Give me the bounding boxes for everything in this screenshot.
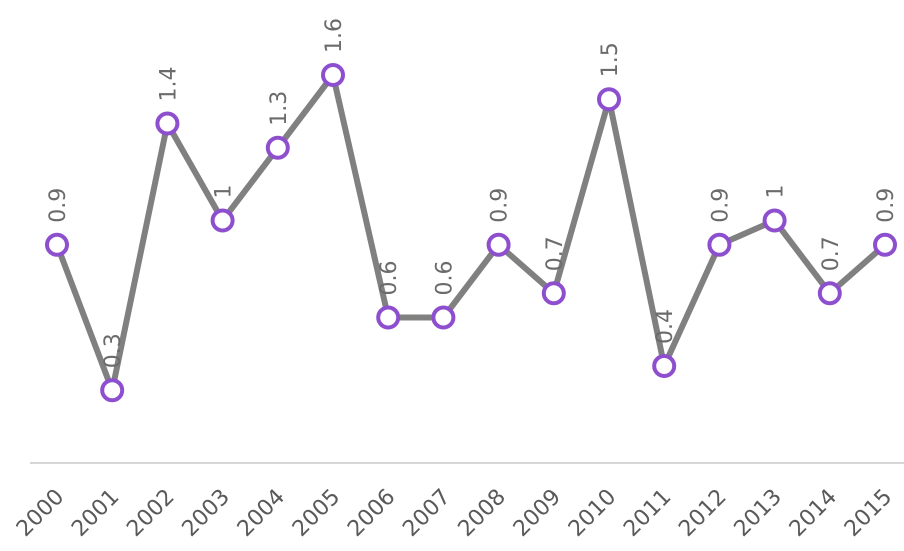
data-point-2006 bbox=[376, 305, 401, 330]
data-point-2003 bbox=[210, 208, 235, 233]
data-label-2000: 0.9 bbox=[46, 188, 71, 223]
x-tick-label-2006: 2006 bbox=[343, 485, 400, 542]
data-point-2001 bbox=[100, 378, 125, 403]
x-tick-label-2014: 2014 bbox=[785, 485, 842, 542]
data-point-2011 bbox=[652, 354, 677, 378]
x-tick-label-2000: 2000 bbox=[12, 485, 69, 542]
x-tick-label-2012: 2012 bbox=[674, 485, 731, 542]
x-tick-label-2004: 2004 bbox=[233, 485, 290, 542]
data-point-2015 bbox=[873, 232, 897, 257]
x-tick-label-2008: 2008 bbox=[454, 485, 511, 542]
data-label-2015: 0.9 bbox=[874, 188, 899, 223]
x-tick-label-2011: 2011 bbox=[619, 485, 676, 542]
series-lines bbox=[54, 72, 888, 394]
data-point-2013 bbox=[762, 208, 787, 233]
data-label-2008: 0.9 bbox=[488, 188, 513, 223]
data-point-2004 bbox=[265, 135, 290, 160]
data-label-2012: 0.9 bbox=[708, 188, 733, 223]
series-line bbox=[54, 72, 888, 394]
data-label-2013: 1 bbox=[764, 185, 789, 199]
data-point-2000 bbox=[45, 232, 69, 257]
data-label-2004: 1.3 bbox=[267, 91, 292, 126]
data-point-2007 bbox=[431, 305, 456, 330]
data-label-2003: 1 bbox=[212, 185, 237, 199]
data-point-2014 bbox=[817, 281, 842, 306]
series-markers bbox=[45, 63, 897, 403]
data-label-2006: 0.6 bbox=[377, 261, 402, 296]
x-tick-label-2010: 2010 bbox=[564, 485, 621, 542]
x-tick-label-2013: 2013 bbox=[730, 485, 787, 542]
data-point-2010 bbox=[597, 87, 621, 112]
data-point-2012 bbox=[707, 232, 732, 257]
x-tick-label-2002: 2002 bbox=[122, 485, 179, 542]
data-label-2002: 1.4 bbox=[156, 67, 181, 102]
data-point-2008 bbox=[486, 232, 511, 257]
x-tick-label-2001: 2001 bbox=[67, 485, 124, 542]
x-tick-label-2003: 2003 bbox=[178, 485, 235, 542]
data-point-2009 bbox=[541, 281, 566, 306]
data-label-2011: 0.4 bbox=[653, 309, 678, 344]
data-point-2005 bbox=[321, 63, 345, 87]
x-tick-label-2009: 2009 bbox=[509, 485, 566, 542]
data-label-2005: 1.6 bbox=[322, 18, 347, 53]
data-label-2007: 0.6 bbox=[432, 261, 457, 296]
x-tick-labels: 2000200120022003200420052006200720082009… bbox=[12, 485, 897, 542]
x-tick-label-2007: 2007 bbox=[398, 485, 455, 542]
data-label-2010: 1.5 bbox=[598, 42, 623, 77]
x-tick-label-2015: 2015 bbox=[840, 485, 897, 542]
data-label-2014: 0.7 bbox=[819, 236, 844, 271]
data-label-2001: 0.3 bbox=[101, 333, 126, 368]
data-label-2009: 0.7 bbox=[543, 236, 568, 271]
data-labels: 0.9 0.3 1.4 1 1.3 1.6 0.6 0.6 0.9 0.7 1.5 0.4 0.9 1 0.… bbox=[46, 18, 899, 368]
x-tick-label-2005: 2005 bbox=[288, 485, 345, 542]
data-point-2002 bbox=[155, 111, 180, 136]
